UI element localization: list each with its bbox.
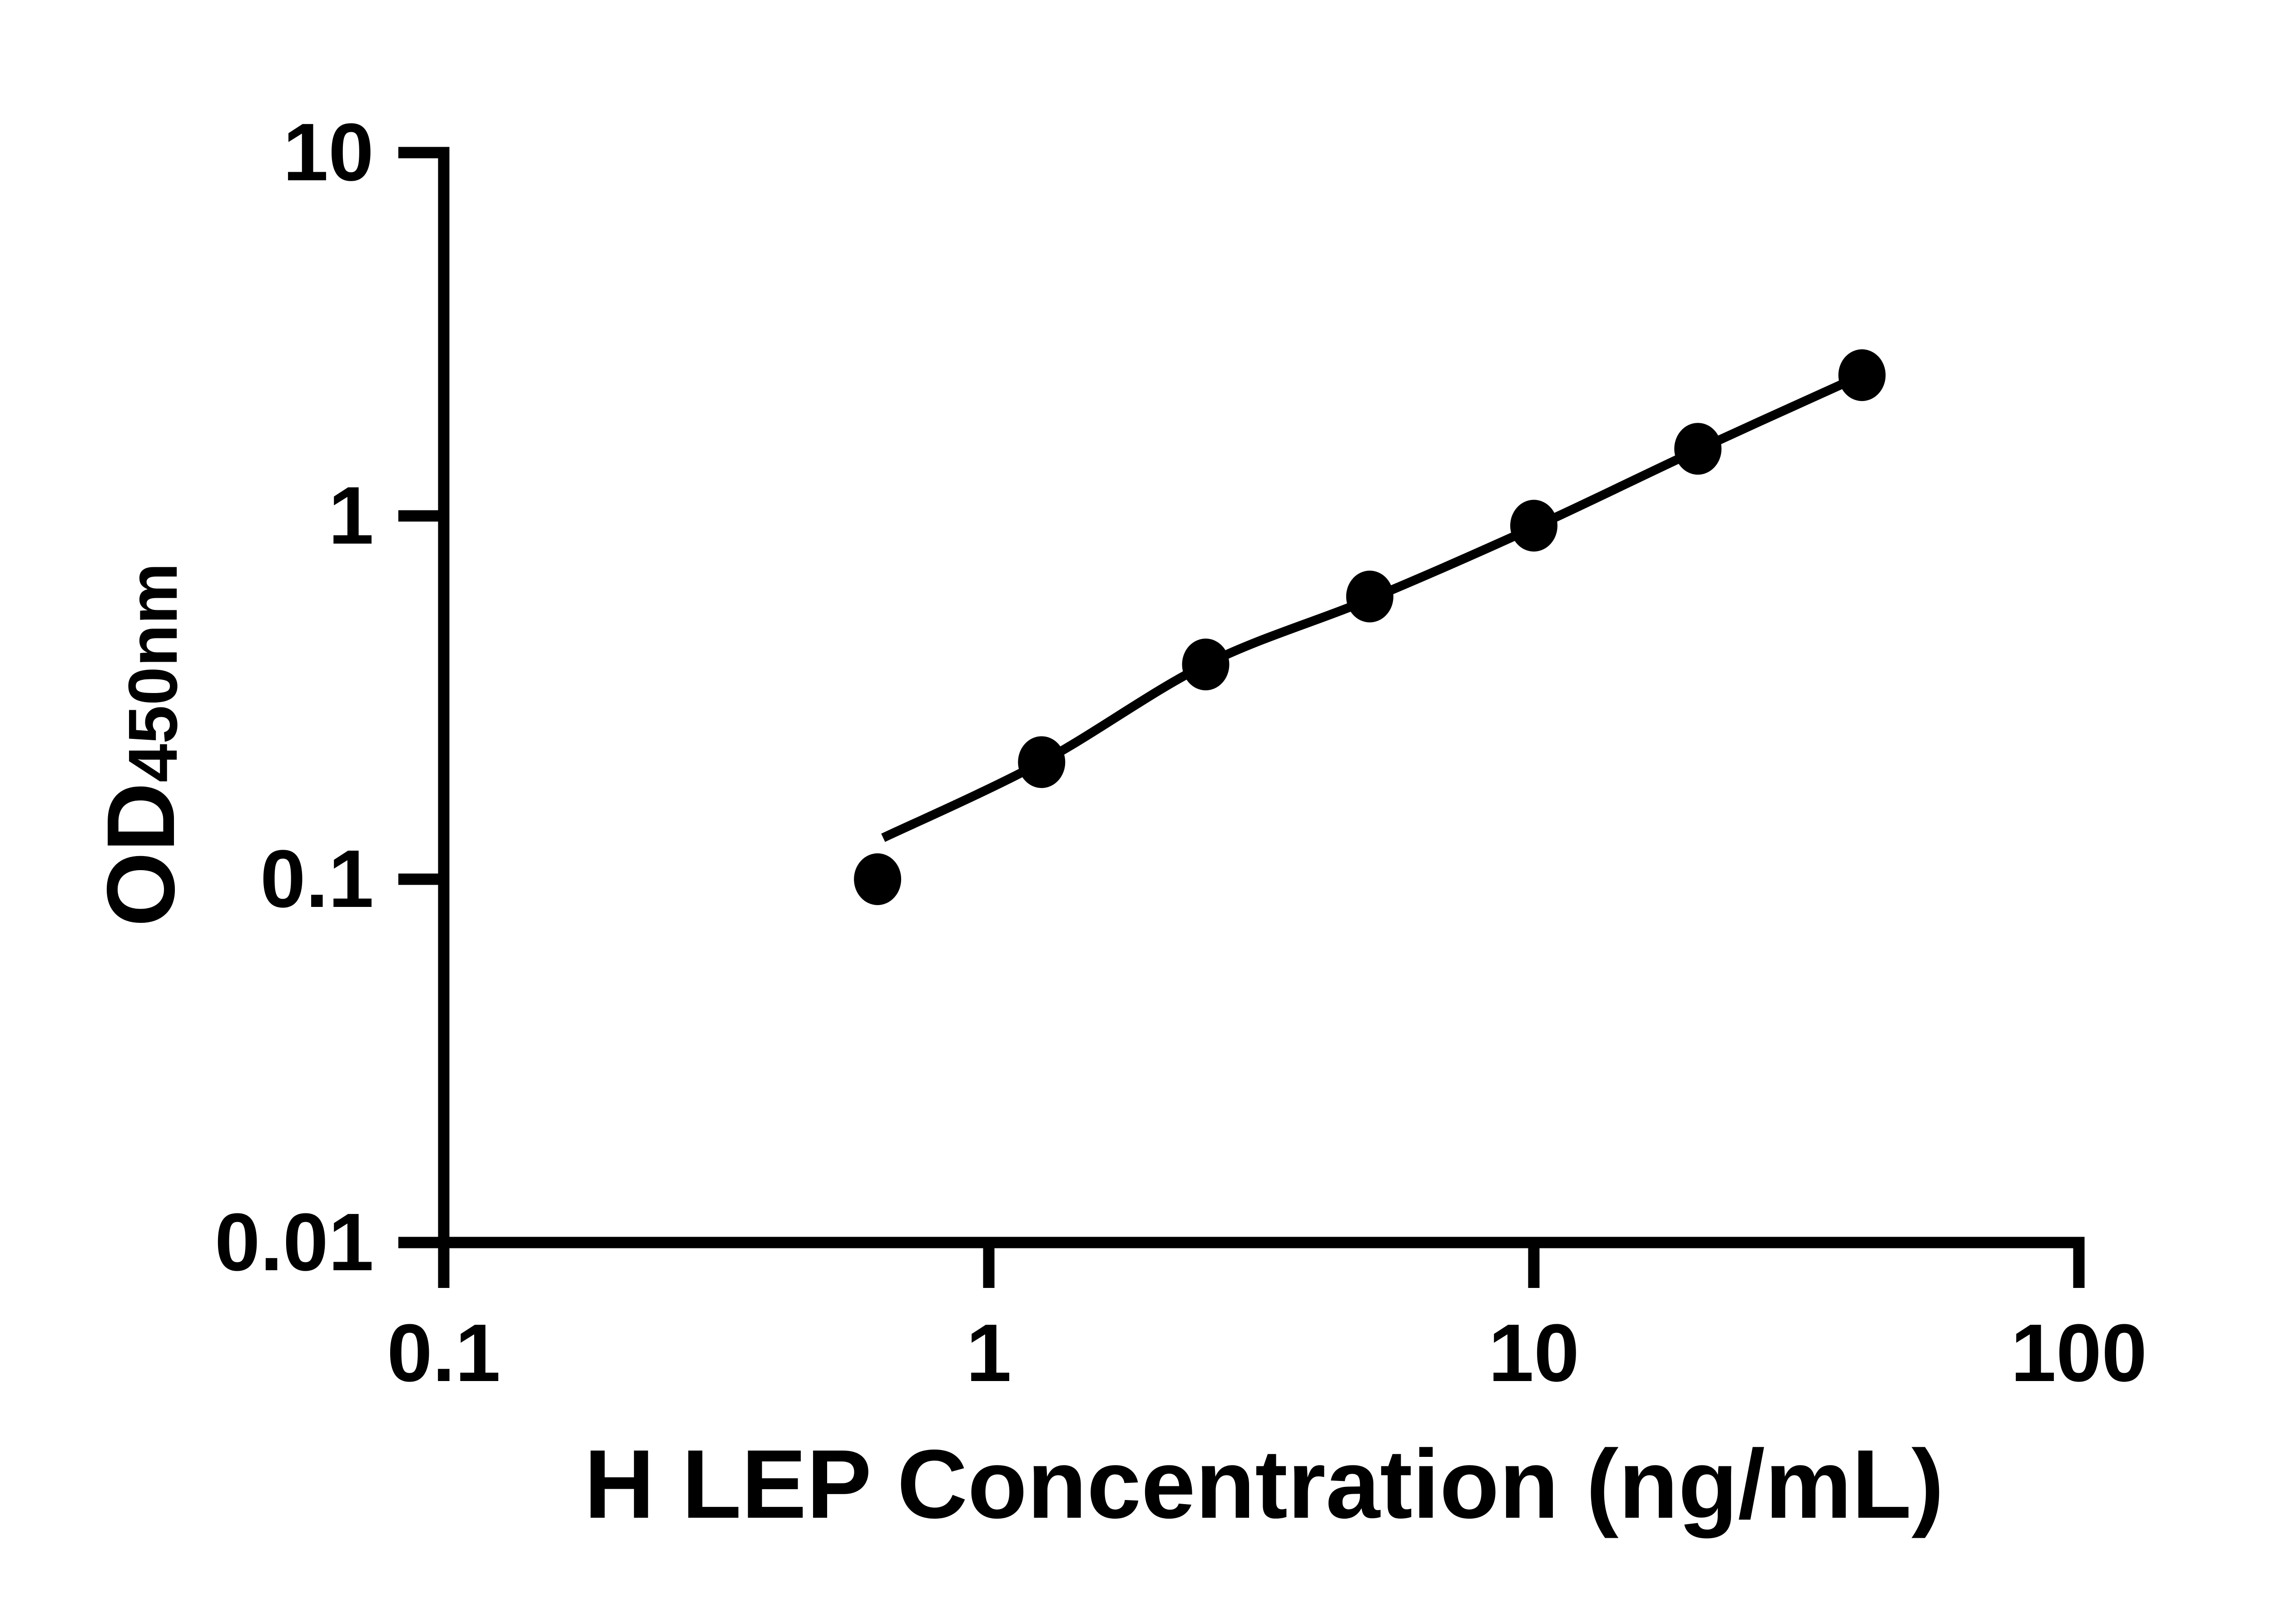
data-point (1182, 639, 1230, 691)
y-tick-label: 1 (328, 470, 374, 561)
y-tick-label: 0.1 (260, 833, 374, 925)
x-tick-label: 0.1 (387, 1307, 501, 1399)
data-point (854, 853, 902, 905)
data-point (1674, 423, 1722, 475)
y-axis-title-subscript: 450nm (114, 563, 192, 782)
data-point (1510, 500, 1557, 552)
y-tick-label: 0.01 (214, 1197, 374, 1288)
x-tick-label: 1 (966, 1307, 1012, 1399)
x-tick-label: 10 (1488, 1307, 1580, 1399)
data-point (1346, 570, 1393, 623)
data-point (1018, 736, 1066, 788)
y-tick-label: 10 (283, 107, 374, 198)
x-axis-title: H LEP Concentration (ng/mL) (584, 1429, 1944, 1539)
x-tick-label: 100 (2010, 1307, 2147, 1399)
data-point (1838, 349, 1886, 401)
